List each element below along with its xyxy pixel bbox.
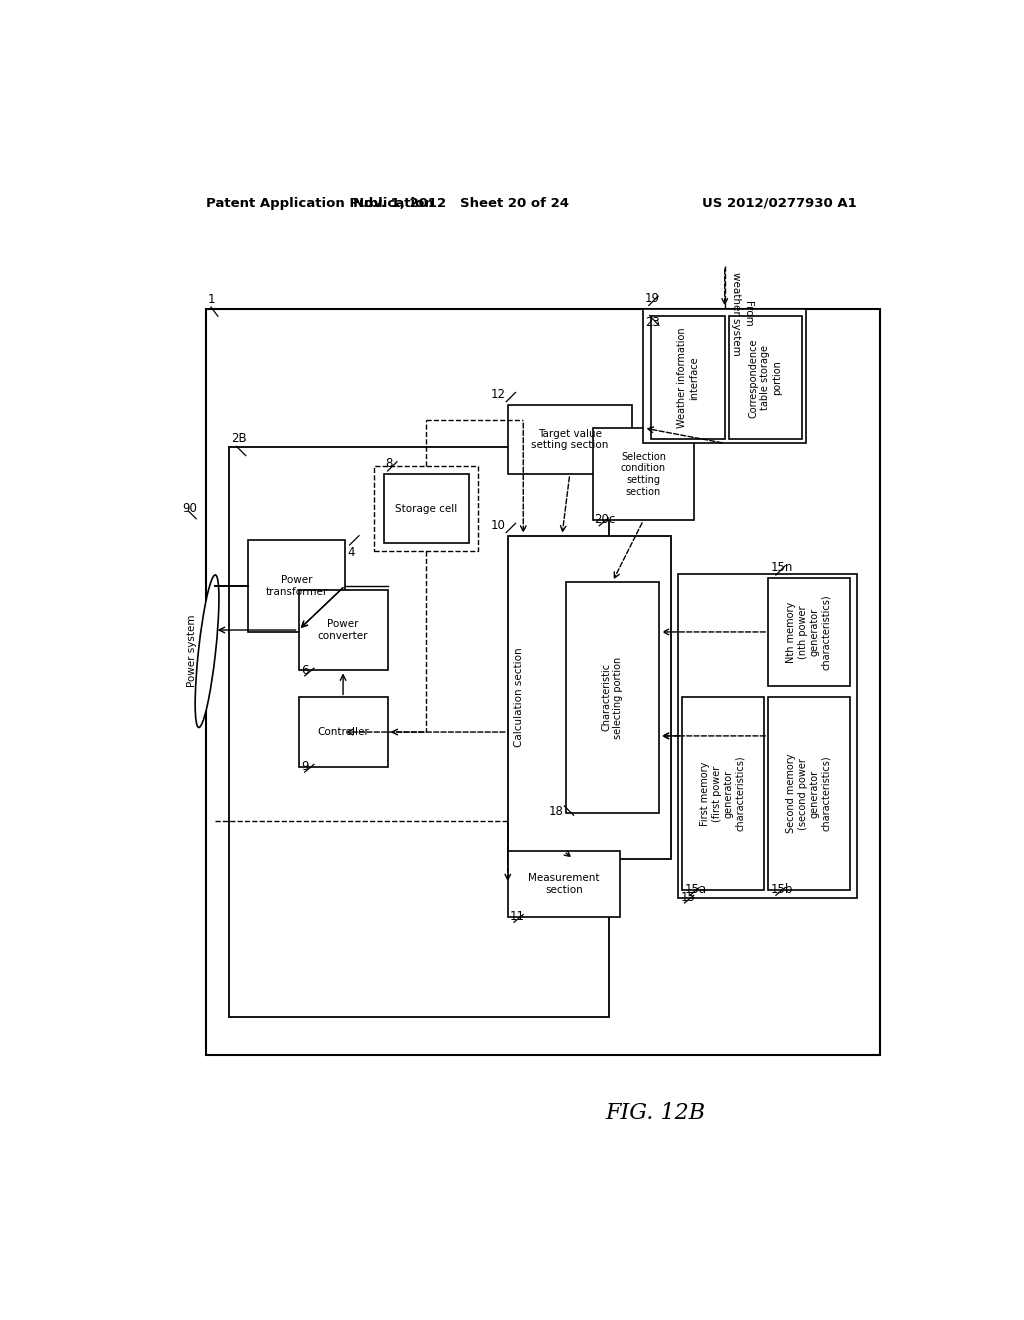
Text: Storage cell: Storage cell <box>395 504 458 513</box>
Bar <box>508 851 621 917</box>
Bar <box>729 317 802 440</box>
Text: 2B: 2B <box>231 432 247 445</box>
Bar <box>206 309 880 1056</box>
Text: First memory
(first power
generator
characteristics): First memory (first power generator char… <box>700 756 745 832</box>
Text: Patent Application Publication: Patent Application Publication <box>206 197 433 210</box>
Bar <box>508 536 671 859</box>
Text: Correspondence
table storage
portion: Correspondence table storage portion <box>749 338 782 417</box>
Text: 4: 4 <box>347 545 355 558</box>
Bar <box>643 309 806 444</box>
Ellipse shape <box>196 576 219 727</box>
Text: 23: 23 <box>645 317 659 329</box>
Bar <box>299 590 388 671</box>
Text: 19: 19 <box>645 292 659 305</box>
Text: Selection
condition
setting
section: Selection condition setting section <box>621 451 666 496</box>
Text: Weather information
interface: Weather information interface <box>677 327 698 428</box>
Text: Power
converter: Power converter <box>317 619 369 640</box>
Text: FIG. 12B: FIG. 12B <box>605 1102 706 1125</box>
Text: Measurement
section: Measurement section <box>528 874 600 895</box>
Text: Nth memory
(nth power
generator
characteristics): Nth memory (nth power generator characte… <box>786 594 831 669</box>
Text: 12: 12 <box>490 388 506 401</box>
Bar <box>384 474 469 544</box>
Bar <box>566 582 658 813</box>
Text: 20c: 20c <box>595 513 615 527</box>
Bar <box>768 578 850 686</box>
Text: 9: 9 <box>302 760 309 774</box>
Text: Calculation section: Calculation section <box>514 648 523 747</box>
Bar <box>248 540 345 632</box>
Text: 8: 8 <box>385 457 392 470</box>
Bar <box>375 466 478 552</box>
Text: 90: 90 <box>182 502 198 515</box>
Text: Power system: Power system <box>186 615 197 688</box>
Bar <box>299 697 388 767</box>
Bar <box>678 574 856 898</box>
Text: Nov. 1, 2012   Sheet 20 of 24: Nov. 1, 2012 Sheet 20 of 24 <box>353 197 569 210</box>
Text: 15b: 15b <box>770 883 793 896</box>
Text: Power
transformer: Power transformer <box>265 576 328 597</box>
Text: From
weather system: From weather system <box>731 272 753 356</box>
Text: 15n: 15n <box>770 561 793 574</box>
Text: 1: 1 <box>208 293 215 306</box>
Bar <box>768 697 850 890</box>
Text: Controller: Controller <box>317 727 369 737</box>
Bar <box>228 447 608 1016</box>
Text: 15a: 15a <box>684 883 707 896</box>
Text: 15: 15 <box>681 891 695 904</box>
Bar <box>593 428 693 520</box>
Text: 6: 6 <box>302 664 309 677</box>
Bar <box>651 317 725 440</box>
Text: Characteristic
selecting portion: Characteristic selecting portion <box>601 656 624 738</box>
Text: 18: 18 <box>549 805 563 818</box>
Text: Target value
setting section: Target value setting section <box>531 429 608 450</box>
Text: US 2012/0277930 A1: US 2012/0277930 A1 <box>701 197 856 210</box>
Bar <box>682 697 764 890</box>
Bar <box>508 405 632 474</box>
Text: 10: 10 <box>490 519 506 532</box>
Text: 11: 11 <box>510 909 525 923</box>
Text: Second memory
(second power
generator
characteristics): Second memory (second power generator ch… <box>786 754 831 833</box>
